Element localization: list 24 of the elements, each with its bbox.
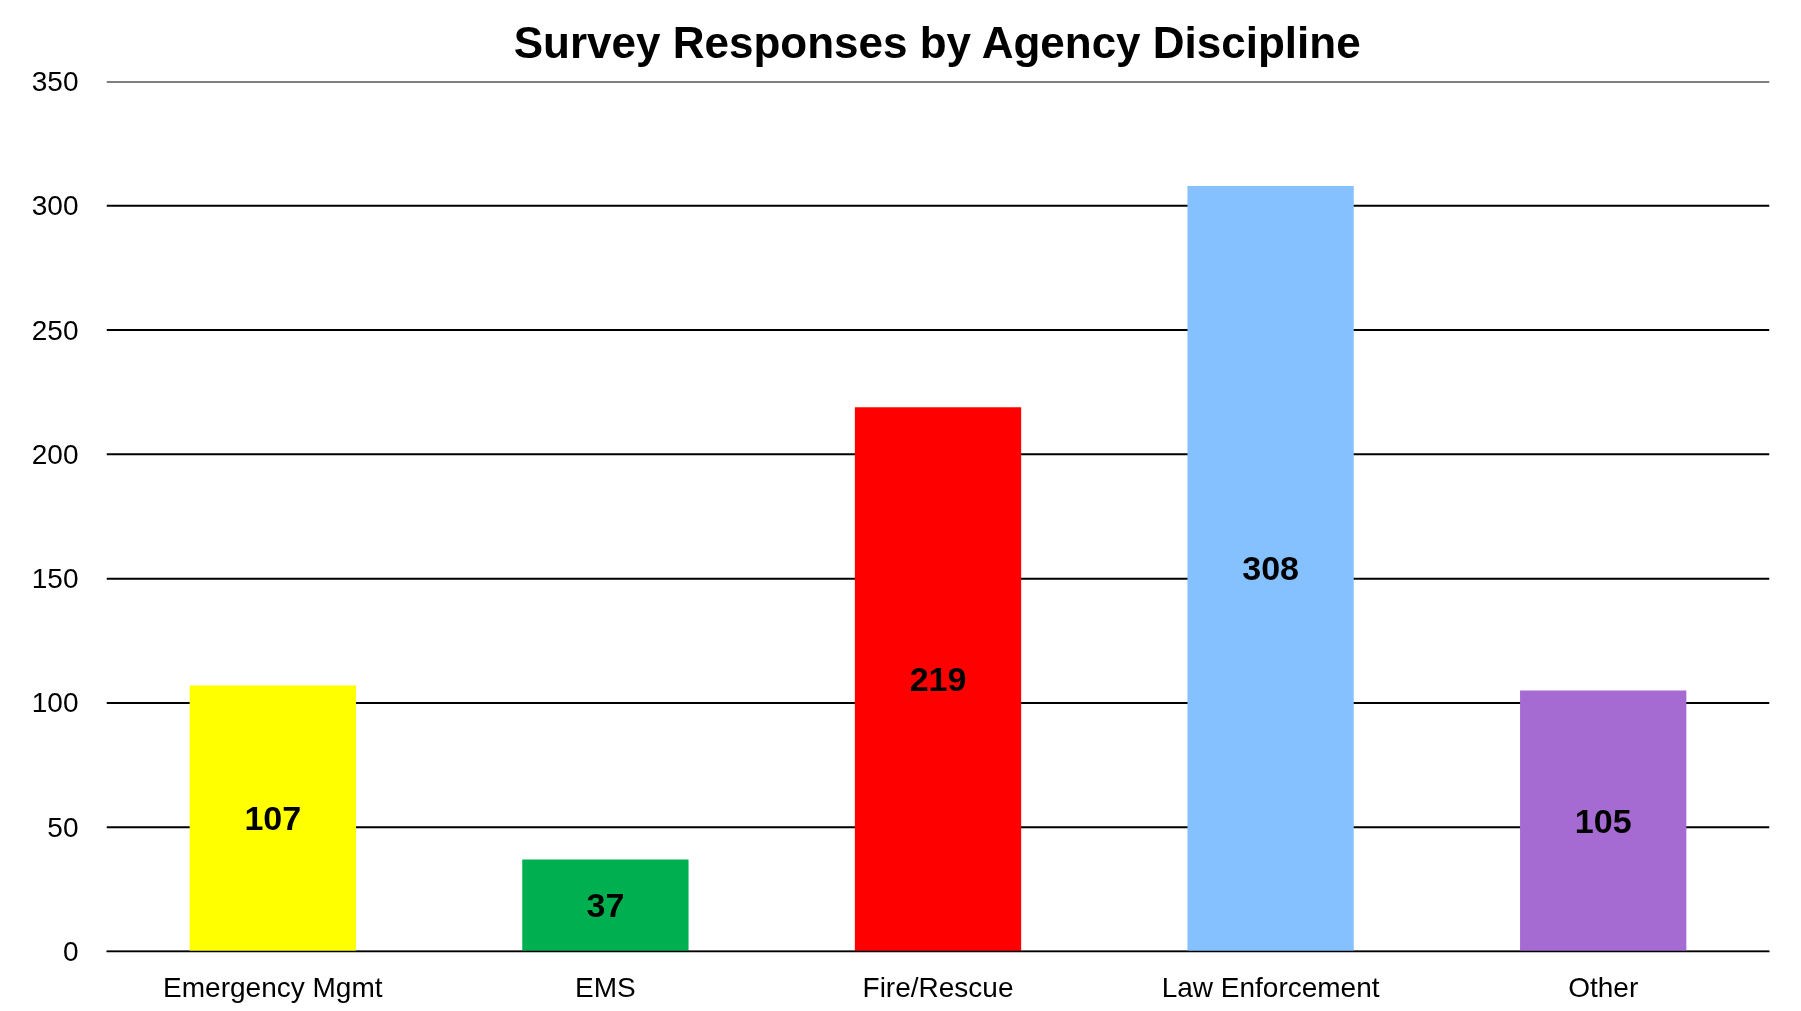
data-label: 105 bbox=[1574, 801, 1632, 840]
data-label: 219 bbox=[909, 659, 967, 698]
y-tick-label: 200 bbox=[31, 438, 79, 470]
y-tick-label: 50 bbox=[47, 811, 79, 843]
bar bbox=[854, 407, 1022, 952]
data-label: 107 bbox=[244, 799, 302, 838]
y-tick-label: 150 bbox=[31, 563, 79, 595]
bar bbox=[189, 685, 356, 952]
y-tick-label: 350 bbox=[31, 66, 79, 97]
data-label: 308 bbox=[1242, 549, 1299, 588]
chart-title: Survey Responses by Agency Discipline bbox=[513, 17, 1361, 67]
data-label: 37 bbox=[586, 886, 625, 925]
x-tick-label: Fire/Rescue bbox=[862, 971, 1014, 1003]
bar bbox=[1187, 185, 1354, 952]
x-tick-label: Other bbox=[1568, 971, 1639, 1003]
x-tick-label: Emergency Mgmt bbox=[163, 971, 383, 1003]
y-tick-label: 250 bbox=[31, 314, 79, 346]
x-tick-label: Law Enforcement bbox=[1161, 971, 1380, 1003]
y-tick-label: 0 bbox=[62, 936, 79, 967]
bar bbox=[522, 859, 689, 952]
y-tick-label: 300 bbox=[31, 190, 79, 222]
y-tick-label: 100 bbox=[31, 687, 79, 719]
x-tick-label: EMS bbox=[575, 971, 636, 1003]
bar bbox=[1520, 690, 1687, 952]
